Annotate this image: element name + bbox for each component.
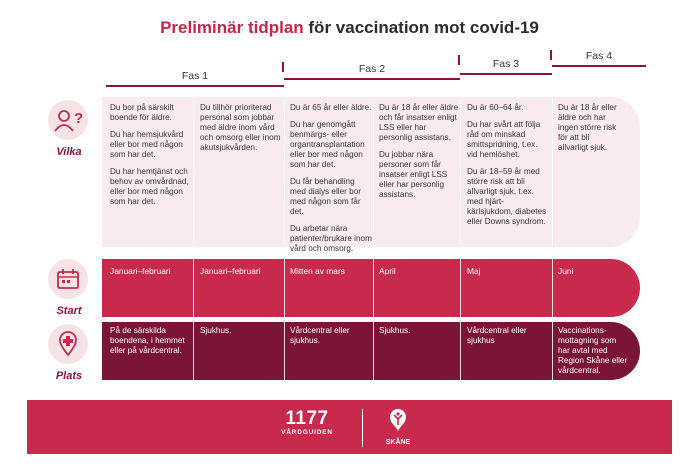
phase-1-cap	[282, 62, 284, 72]
logo-1177-number: 1177	[285, 408, 329, 429]
place-band	[102, 322, 640, 380]
who-text: Du är 18 år eller äldre och har ingen st…	[558, 103, 617, 152]
who-text: Du är 65 år eller äldre.	[290, 103, 372, 112]
phase-2-cap	[458, 55, 460, 65]
phase-2-header: Fas 2	[284, 55, 460, 80]
who-text: Du får behandling med dialys eller bor m…	[290, 177, 361, 216]
who-band	[102, 97, 640, 247]
column-divider	[373, 97, 374, 247]
who-cell-5: Du är 60–64 år. Du har svårt att följa r…	[467, 103, 549, 234]
place-cell-6: Vaccinations-mottagning som har avtal me…	[558, 326, 628, 375]
column-divider	[284, 259, 285, 317]
phase-3-header: Fas 3	[460, 50, 552, 75]
column-divider	[373, 259, 374, 317]
column-divider	[284, 97, 285, 247]
page-title: Preliminär tidplan för vaccination mot c…	[0, 18, 699, 38]
place-cell-1: På de särskilda boendena, i hemmet eller…	[110, 326, 185, 355]
column-divider	[460, 97, 461, 247]
who-text: Du har hemsjukvård eller bor med någon s…	[110, 130, 184, 159]
row-label-place: Plats	[55, 370, 83, 382]
who-cell-2: Du tillhör prioriterad personal som jobb…	[200, 103, 284, 160]
start-cell-6: Juni	[558, 266, 574, 276]
place-cell-5: Vårdcentral eller sjukhus	[467, 326, 527, 345]
skane-griffin-logo	[390, 409, 406, 431]
start-cell-1: Januari–februari	[110, 266, 171, 276]
phase-4-label: Fas 4	[585, 50, 613, 62]
who-text: Du är 18–59 år med större risk att bli a…	[467, 167, 547, 226]
who-text: Du är 60–64 år.	[467, 103, 524, 112]
phase-1-header: Fas 1	[106, 62, 284, 87]
calendar-icon	[48, 259, 88, 299]
start-band	[102, 259, 640, 317]
logo-region-skane: SKÅNE	[380, 407, 416, 446]
phase-2-label: Fas 2	[358, 63, 386, 75]
logo-region-text: SKÅNE	[385, 439, 411, 446]
place-cell-4: Sjukhus.	[379, 326, 411, 335]
person-question-icon: ?	[48, 100, 88, 140]
who-cell-1: Du bor på särskilt boende för äldre. Du …	[110, 103, 190, 214]
column-divider	[552, 97, 553, 247]
who-text: Du tillhör prioriterad personal som jobb…	[200, 103, 281, 152]
column-divider	[460, 259, 461, 317]
footer-banner	[27, 400, 672, 454]
who-text: Du har genomgått benmärgs- eller organtr…	[290, 120, 365, 169]
who-text: Du jobbar nära personer som får insatser…	[379, 150, 448, 199]
title-rest: för vaccination mot covid-19	[303, 18, 539, 37]
column-divider	[193, 97, 194, 247]
phase-1-label: Fas 1	[181, 70, 209, 82]
location-pin-cross-icon	[48, 324, 88, 364]
phase-3-cap	[550, 50, 552, 60]
logo-1177-vardguiden: 1177 VÅRDGUIDEN	[276, 408, 338, 437]
row-label-start: Start	[56, 305, 82, 317]
phase-2-line	[284, 78, 460, 80]
column-divider	[193, 322, 194, 380]
row-label-who: Vilka	[56, 146, 82, 158]
title-highlight: Preliminär tidplan	[160, 18, 304, 37]
start-cell-3: Mitten av mars	[290, 266, 345, 276]
phase-3-line	[460, 73, 552, 75]
footer-divider	[362, 409, 363, 447]
place-cell-2: Sjukhus.	[200, 326, 232, 335]
place-cell-3: Vårdcentral eller sjukhus.	[290, 326, 350, 345]
who-text: Du bor på särskilt boende för äldre.	[110, 103, 174, 122]
svg-text:?: ?	[74, 110, 83, 127]
column-divider	[193, 259, 194, 317]
who-text: Du har hemtjänst och behov av omvårdnad,…	[110, 167, 189, 206]
who-cell-4: Du är 18 år eller äldre och får insatser…	[379, 103, 459, 207]
who-cell-6: Du är 18 år eller äldre och har ingen st…	[558, 103, 620, 160]
column-divider	[460, 322, 461, 380]
logo-1177-sub: VÅRDGUIDEN	[281, 429, 333, 436]
start-cell-5: Maj	[467, 266, 481, 276]
column-divider	[284, 322, 285, 380]
column-divider	[373, 322, 374, 380]
who-text: Du har svårt att följa råd om minskad sm…	[467, 120, 541, 159]
phase-3-label: Fas 3	[492, 58, 520, 70]
who-cell-3: Du är 65 år eller äldre. Du har genomgåt…	[290, 103, 372, 261]
phase-4-line	[552, 65, 646, 67]
who-text: Du arbetar nära patienter/brukare inom v…	[290, 224, 372, 253]
start-cell-4: April	[379, 266, 396, 276]
phase-1-line	[106, 85, 284, 87]
start-cell-2: Januari–februari	[200, 266, 261, 276]
phase-4-header: Fas 4	[552, 50, 646, 67]
who-text: Du är 18 år eller äldre och får insatser…	[379, 103, 459, 142]
column-divider	[552, 259, 553, 317]
column-divider	[552, 322, 553, 380]
